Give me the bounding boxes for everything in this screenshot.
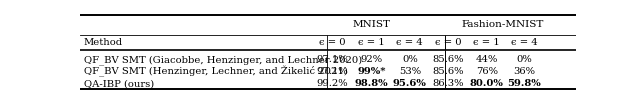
- Text: 99%*: 99%*: [357, 67, 386, 76]
- Text: 59.8%: 59.8%: [507, 79, 541, 88]
- Text: QF_BV SMT (Giacobbe, Henzinger, and Lechner 2020): QF_BV SMT (Giacobbe, Henzinger, and Lech…: [84, 55, 362, 65]
- Text: ϵ = 1: ϵ = 1: [358, 38, 385, 47]
- Text: Method: Method: [84, 38, 123, 47]
- Text: 99.2%: 99.2%: [316, 79, 348, 88]
- Text: 95.6%: 95.6%: [393, 79, 427, 88]
- Text: 36%: 36%: [513, 67, 535, 76]
- Text: ϵ = 0: ϵ = 0: [435, 38, 461, 47]
- Text: ϵ = 1: ϵ = 1: [474, 38, 500, 47]
- Text: Fashion-MNIST: Fashion-MNIST: [462, 20, 544, 29]
- Text: 53%: 53%: [399, 67, 421, 76]
- Text: 97.1%: 97.1%: [316, 67, 348, 76]
- Text: 76%: 76%: [476, 67, 498, 76]
- Text: QF_BV SMT (Henzinger, Lechner, and Žikelić 2021): QF_BV SMT (Henzinger, Lechner, and Žikel…: [84, 66, 348, 77]
- Text: QA-IBP (ours): QA-IBP (ours): [84, 79, 154, 88]
- Text: 0%: 0%: [402, 55, 418, 64]
- Text: ϵ = 4: ϵ = 4: [396, 38, 423, 47]
- Text: MNIST: MNIST: [352, 20, 390, 29]
- Text: 98.8%: 98.8%: [355, 79, 388, 88]
- Text: 97.1%: 97.1%: [316, 55, 348, 64]
- Text: 44%: 44%: [476, 55, 498, 64]
- Text: ϵ = 4: ϵ = 4: [511, 38, 538, 47]
- Text: 80.0%: 80.0%: [470, 79, 504, 88]
- Text: 85.6%: 85.6%: [432, 67, 464, 76]
- Text: 86.3%: 86.3%: [432, 79, 464, 88]
- Text: 0%: 0%: [516, 55, 532, 64]
- Text: 92%: 92%: [360, 55, 383, 64]
- Text: ϵ = 0: ϵ = 0: [319, 38, 346, 47]
- Text: 85.6%: 85.6%: [432, 55, 464, 64]
